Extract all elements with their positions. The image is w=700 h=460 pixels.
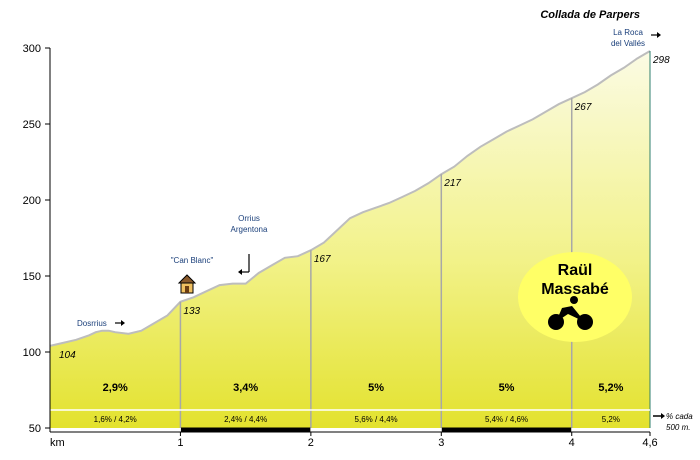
place-label-can-blanc: "Can Blanc" bbox=[171, 256, 214, 265]
note-arrow-icon bbox=[653, 413, 665, 419]
arrow-left-icon-head bbox=[238, 269, 242, 275]
segment-gradient: 3,4% bbox=[233, 382, 258, 394]
km-bar bbox=[51, 428, 180, 432]
house-icon bbox=[177, 274, 197, 294]
segment-gradient: 5,2% bbox=[598, 382, 623, 394]
y-tick-label: 150 bbox=[23, 271, 41, 283]
bicycle-icon bbox=[548, 296, 593, 330]
x-axis-label: km bbox=[50, 437, 65, 449]
chart-title: Collada de Parpers bbox=[540, 9, 640, 21]
rider-logo: Raül Massabé bbox=[518, 252, 632, 342]
elevation-label: 104 bbox=[59, 350, 76, 361]
y-tick-label: 100 bbox=[23, 347, 41, 359]
y-tick-label: 50 bbox=[29, 423, 41, 435]
place-label-orrius: Argentona bbox=[231, 225, 268, 234]
km-bar bbox=[311, 428, 441, 432]
segment-gradient: 5% bbox=[499, 382, 515, 394]
km-bar bbox=[180, 427, 311, 433]
elevation-label: 133 bbox=[183, 306, 200, 317]
segment-detail: 1,6% / 4,2% bbox=[94, 415, 137, 424]
segment-detail: 5,4% / 4,6% bbox=[485, 415, 528, 424]
profile-area bbox=[50, 51, 650, 428]
elevation-label: 298 bbox=[652, 55, 670, 66]
logo-line-2: Massabé bbox=[541, 281, 609, 298]
y-tick-label: 250 bbox=[23, 119, 41, 131]
segment-gradient: 5% bbox=[368, 382, 384, 394]
arrow-right-icon-head bbox=[121, 320, 125, 326]
x-tick-label: 4,6 bbox=[642, 437, 657, 449]
segment-detail: 5,6% / 4,4% bbox=[355, 415, 398, 424]
elevation-label: 167 bbox=[314, 254, 331, 265]
profile-line bbox=[49, 50, 651, 347]
x-tick-label: 1 bbox=[177, 437, 183, 449]
place-label-la-roca: La Roca bbox=[613, 28, 643, 37]
segment-detail: 2,4% / 4,4% bbox=[224, 415, 267, 424]
segment-detail: 5,2% bbox=[602, 415, 620, 424]
place-label-dosrrius: Dosrrius bbox=[77, 319, 107, 328]
km-bar bbox=[572, 428, 649, 432]
x-tick-label: 2 bbox=[308, 437, 314, 449]
elevation-label: 217 bbox=[443, 178, 461, 189]
place-label-orrius: Orrius bbox=[238, 214, 260, 223]
note-line-1: % cada bbox=[666, 412, 693, 421]
logo-line-1: Raül bbox=[558, 262, 593, 279]
segment-gradient: 2,9% bbox=[103, 382, 128, 394]
note-line-2: 500 m. bbox=[666, 423, 690, 432]
elevation-label: 267 bbox=[574, 102, 592, 113]
place-label-la-roca: del Vallés bbox=[611, 39, 645, 48]
x-tick-label: 4 bbox=[569, 437, 575, 449]
km-bar bbox=[441, 427, 572, 433]
arrow-right-icon-head bbox=[657, 32, 661, 38]
y-tick-label: 300 bbox=[23, 43, 41, 55]
y-tick-label: 200 bbox=[23, 195, 41, 207]
x-tick-label: 3 bbox=[438, 437, 444, 449]
